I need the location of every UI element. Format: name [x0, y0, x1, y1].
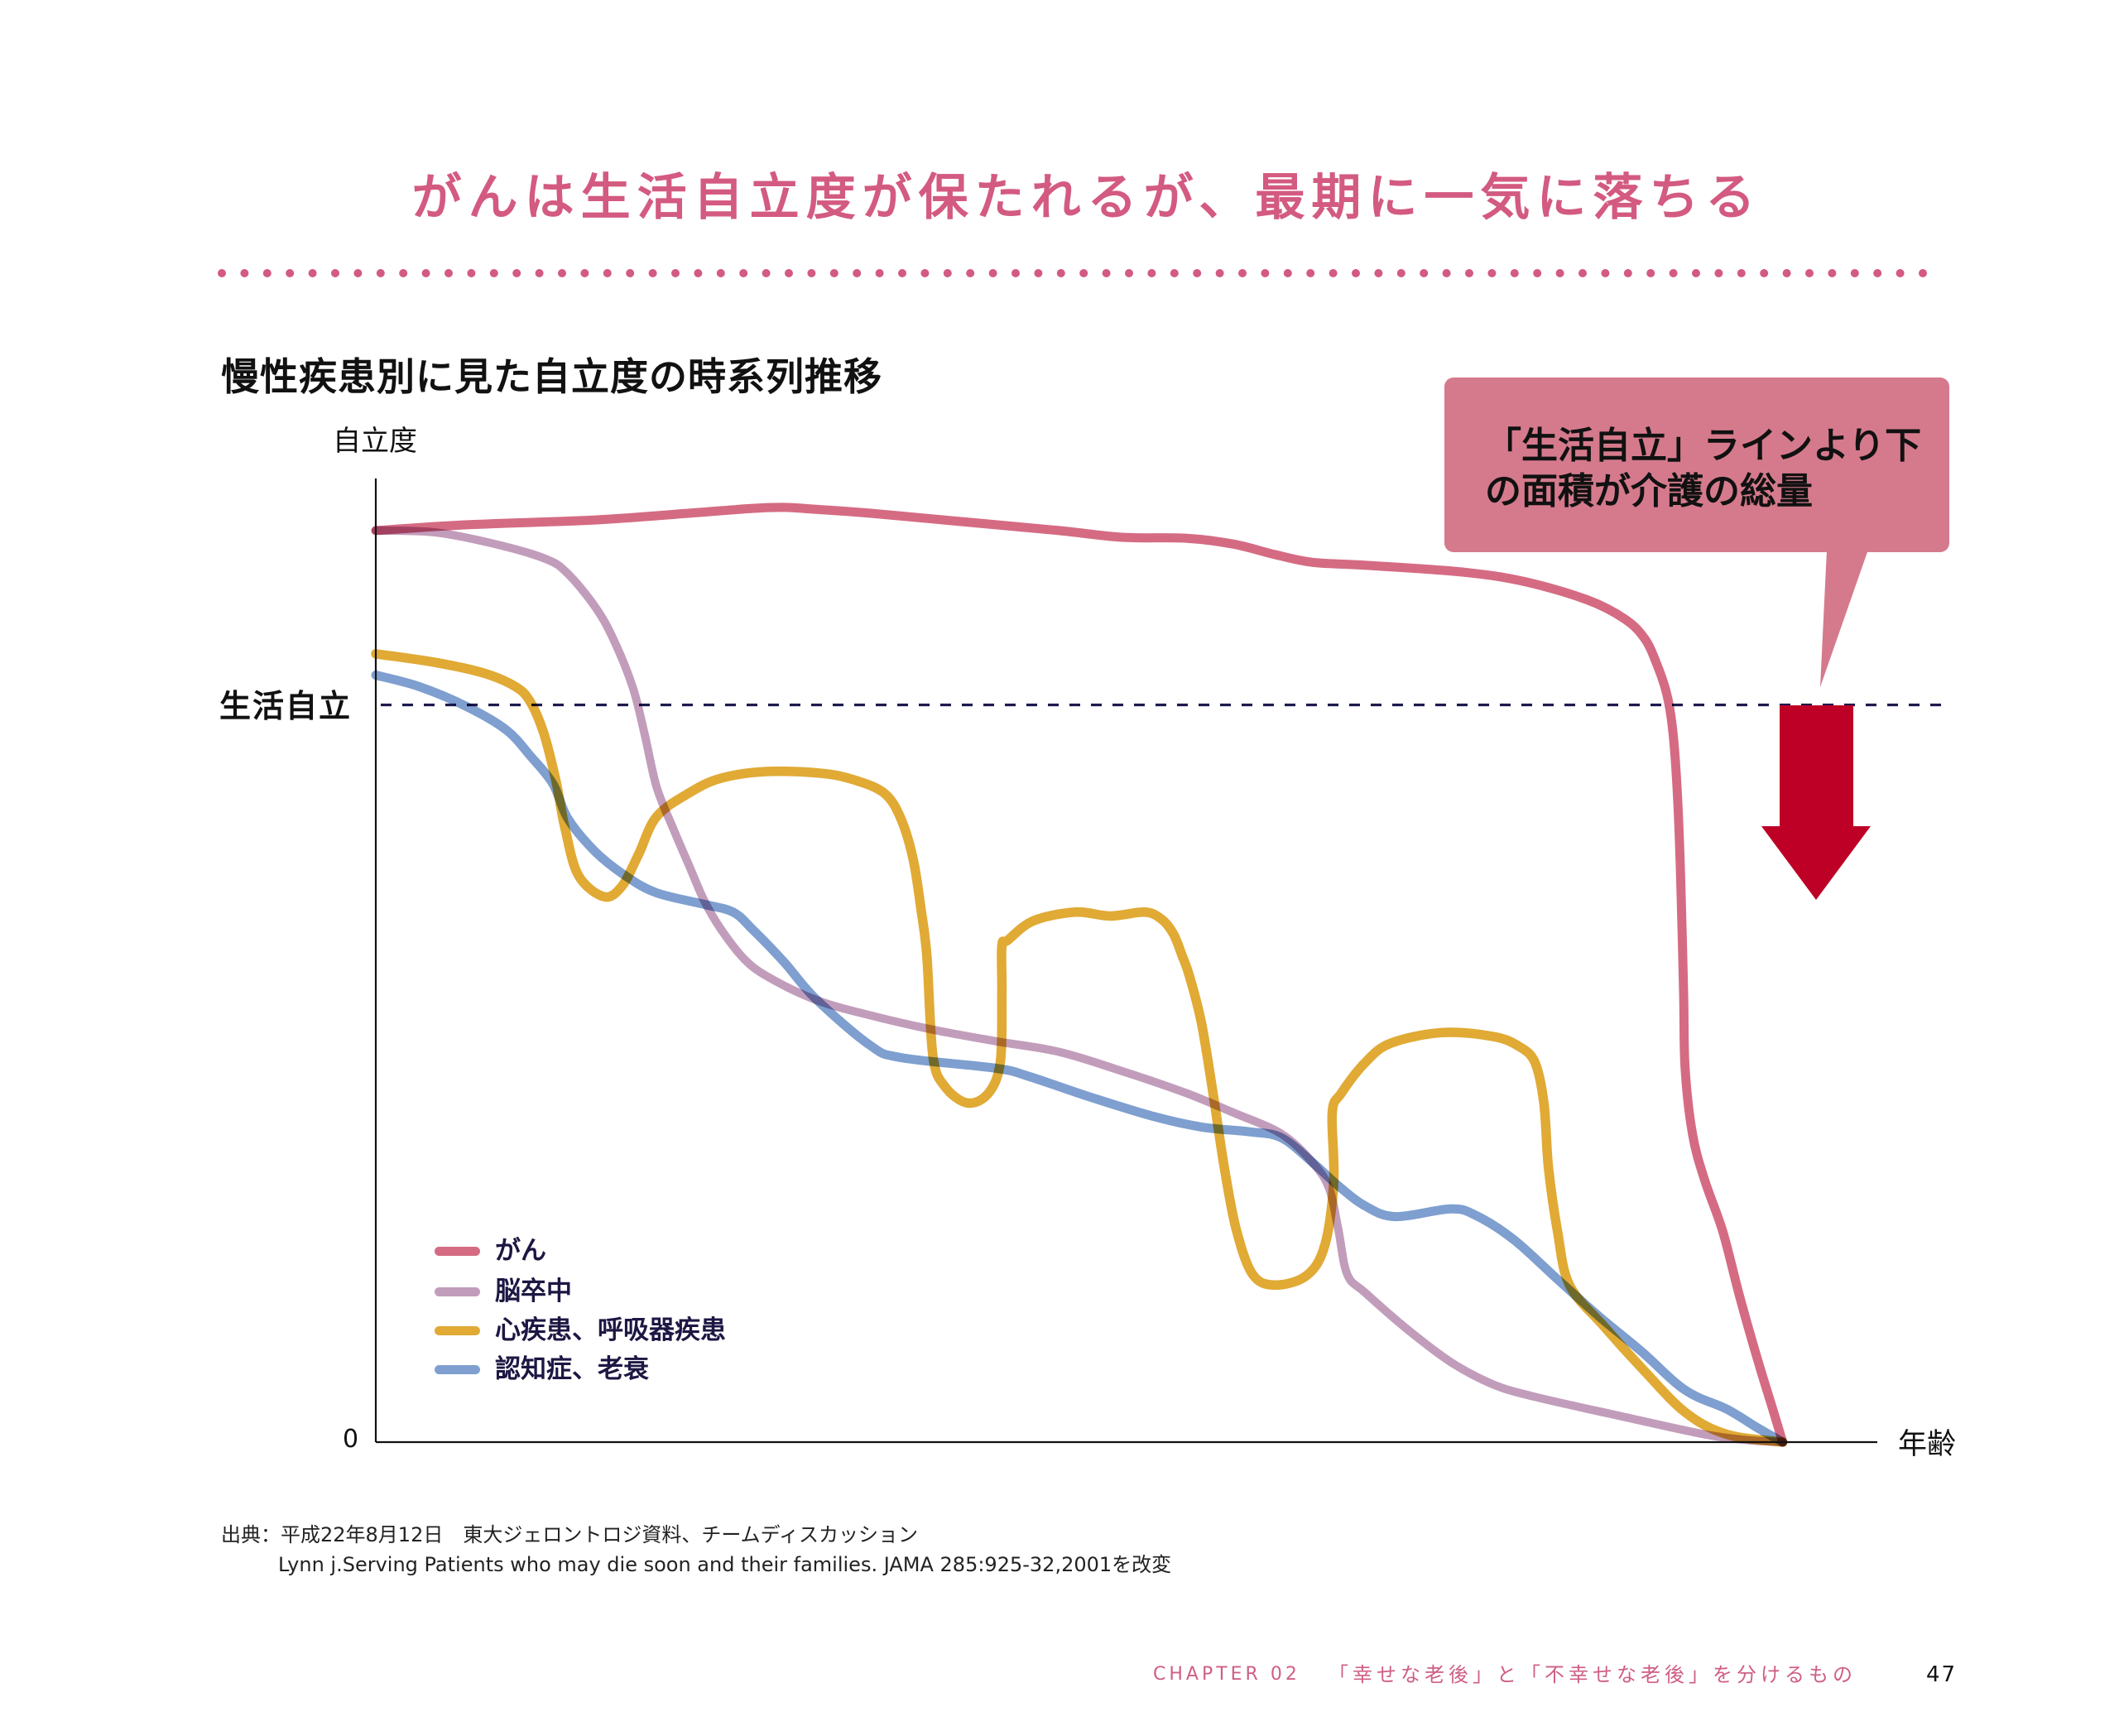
page-headline: がんは生活自立度が保たれるが、最期に一気に落ちる — [411, 169, 1762, 227]
figure-title: 慢性疾患別に見た自立度の時系列推移 — [221, 354, 882, 399]
legend-swatch-icon — [435, 1364, 480, 1374]
legend-swatch-icon — [435, 1246, 480, 1256]
series-line-stroke — [372, 526, 1787, 1446]
y-axis-zero-label: 0 — [343, 1425, 359, 1454]
series-line-dementia-frailty — [371, 671, 1788, 1447]
page-number: 47 — [1926, 1662, 1958, 1687]
callout-pointer — [1820, 550, 1868, 687]
callout-box — [1444, 377, 1949, 552]
series-layer — [371, 503, 1788, 1447]
series-line-heart-respiratory — [371, 649, 1788, 1447]
legend-item-dementia-frailty: 認知症、老衰 — [435, 1353, 649, 1386]
reference-line-label: 生活自立 — [219, 687, 353, 724]
legend-label: がん — [495, 1236, 546, 1266]
legend-item-heart-respiratory: 心疾患、呼吸器疾患 — [435, 1314, 726, 1347]
legend-label: 脳卒中 — [495, 1277, 572, 1306]
source-citation-line-2: Lynn j.Serving Patients who may die soon… — [278, 1553, 1172, 1576]
callout-bubble — [1444, 377, 1949, 687]
down-arrow-icon — [1761, 705, 1871, 900]
legend-swatch-icon — [435, 1325, 480, 1335]
callout-line-2: の面積が介護の総量 — [1485, 470, 1813, 512]
legend-label: 心疾患、呼吸器疾患 — [495, 1315, 726, 1345]
callout-text: 「生活自立」ラインより下 の面積が介護の総量 — [1485, 423, 1921, 514]
callout-line-1: 「生活自立」ラインより下 — [1485, 425, 1922, 467]
legend-label: 認知症、老衰 — [495, 1354, 649, 1384]
legend-swatch-icon — [435, 1286, 480, 1296]
source-citation-line-1: 出典：平成22年8月12日 東大ジェロントロジ資料、チームディスカッション — [221, 1523, 918, 1546]
arrow-shaft — [1780, 705, 1853, 828]
series-line-cancer — [371, 503, 1788, 1447]
footer-chapter-title: 「幸せな老後」と「不幸せな老後」を分けるもの — [1329, 1663, 1857, 1686]
arrow-head — [1761, 826, 1871, 900]
legend-item-cancer: がん — [435, 1234, 546, 1267]
legend-item-stroke: 脳卒中 — [435, 1275, 572, 1308]
y-axis-label: 自立度 — [333, 425, 417, 458]
x-axis-label: 年齢 — [1898, 1428, 1957, 1461]
footer-chapter-label: CHAPTER 02 — [1153, 1664, 1300, 1685]
plot-area — [371, 478, 1948, 1447]
